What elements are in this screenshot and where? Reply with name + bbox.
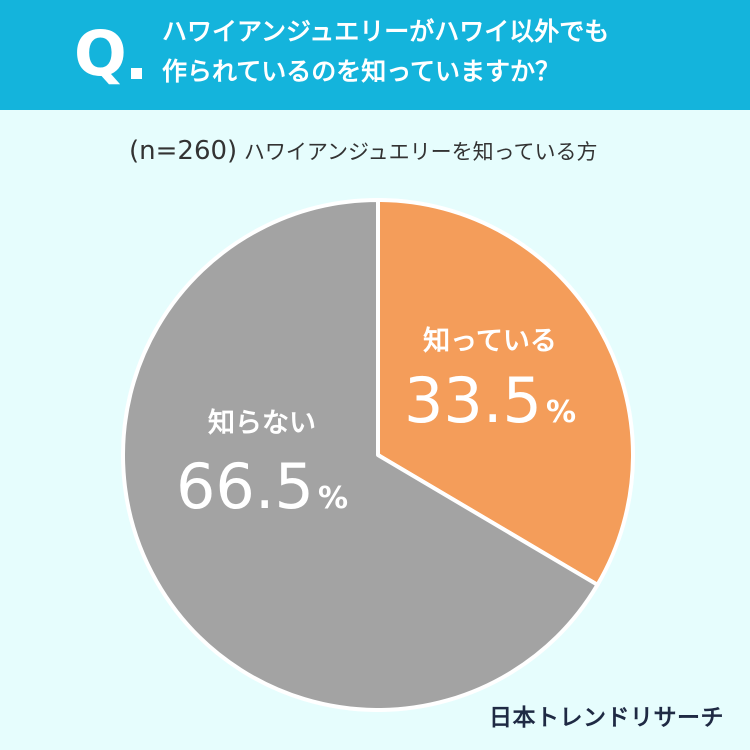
respondent-description: ハワイアンジュエリーを知っている方 bbox=[243, 140, 598, 164]
q-mark: Q bbox=[74, 17, 127, 90]
pie-slice-dont-know bbox=[121, 198, 600, 712]
pie-slice-know bbox=[376, 198, 635, 587]
slice-label-know: 知っている bbox=[423, 326, 557, 357]
slice-value-dont-know: 66.5% bbox=[176, 450, 348, 523]
question-line-2: 作られているのを知っていますか？ bbox=[162, 57, 561, 86]
q-dot bbox=[131, 68, 142, 79]
slice-label-dont-know: 知らない bbox=[208, 408, 316, 439]
question-line-1: ハワイアンジュエリーがハワイ以外でも bbox=[162, 17, 610, 46]
slice-value-know: 33.5% bbox=[404, 364, 576, 437]
question-header: Q ハワイアンジュエリーがハワイ以外でも 作られているのを知っていますか？ bbox=[0, 0, 750, 110]
brand-logo: 日本トレンドリサーチ bbox=[489, 705, 724, 731]
sample-size: (n=260) bbox=[129, 136, 238, 166]
question-text: ハワイアンジュエリーがハワイ以外でも 作られているのを知っていますか？ bbox=[162, 12, 722, 92]
chart-subtitle: (n=260) ハワイアンジュエリーを知っている方 bbox=[129, 136, 598, 166]
